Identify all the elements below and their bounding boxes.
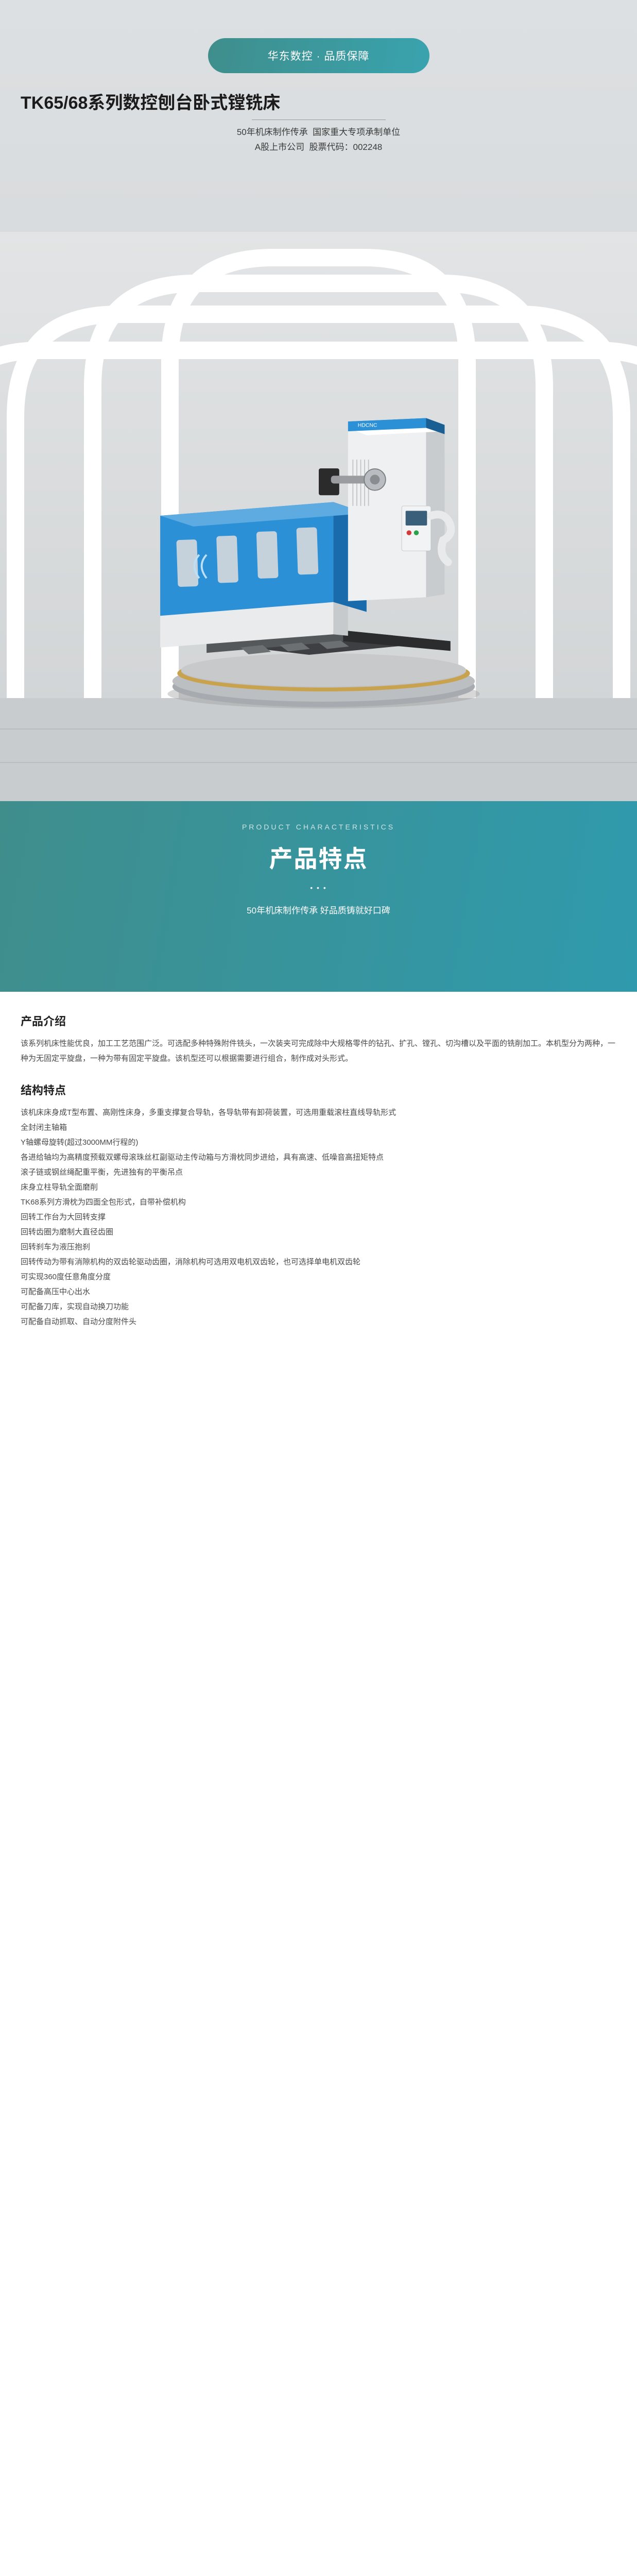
svg-text:HDCNC: HDCNC [357,422,377,428]
